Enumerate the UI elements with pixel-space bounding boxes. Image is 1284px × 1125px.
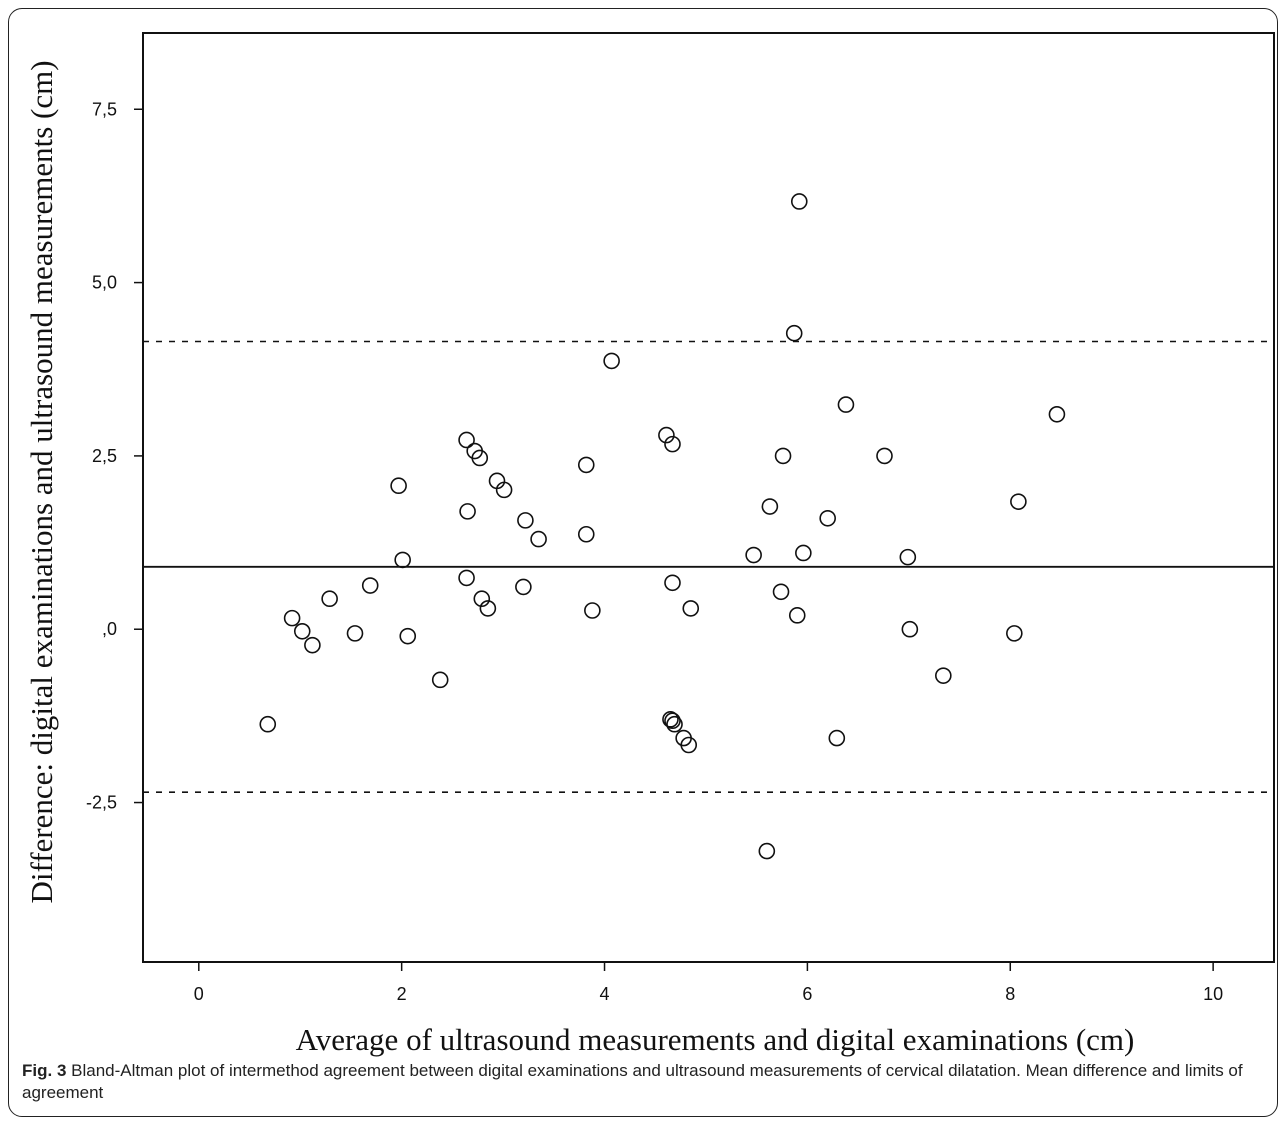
- data-point: [788, 607, 806, 624]
- data-point: [530, 530, 547, 548]
- data-point: [664, 435, 681, 453]
- data-point: [828, 729, 846, 747]
- y-axis: 7,5 5,0 2,5 ,0 -2,5: [86, 99, 143, 813]
- y-axis-title: Difference: digital examinations and ult…: [24, 60, 59, 903]
- data-point: [682, 600, 700, 617]
- data-point: [774, 447, 792, 465]
- data-point: [876, 447, 893, 465]
- y-tick-label: ,0: [102, 619, 117, 639]
- data-point: [293, 623, 311, 640]
- data-point: [479, 600, 497, 617]
- data-point: [772, 583, 790, 601]
- data-point: [901, 620, 919, 638]
- data-point: [577, 456, 595, 474]
- data-point: [680, 736, 698, 754]
- data-point: [662, 711, 679, 728]
- data-point: [321, 590, 338, 608]
- x-tick-label: 8: [1005, 984, 1015, 1004]
- y-tick-label: -2,5: [86, 793, 117, 813]
- x-tick-label: 0: [194, 984, 204, 1004]
- data-point: [473, 590, 491, 608]
- data-point: [458, 569, 475, 587]
- x-tick-label: 6: [802, 984, 812, 1004]
- x-tick-label: 4: [600, 984, 610, 1004]
- data-point: [394, 551, 411, 569]
- data-point: [346, 625, 364, 642]
- data-point: [431, 671, 449, 689]
- y-tick-label: 2,5: [92, 446, 117, 466]
- data-point: [666, 715, 683, 733]
- data-point: [517, 512, 534, 529]
- data-point: [1010, 493, 1027, 510]
- data-point: [259, 715, 277, 733]
- data-point: [577, 525, 595, 543]
- data-point: [361, 577, 379, 594]
- data-point: [664, 712, 681, 730]
- figure-frame: [8, 8, 1278, 1117]
- y-tick-label: 7,5: [92, 99, 117, 119]
- data-point: [283, 609, 301, 627]
- figure-caption: Fig. 3 Bland-Altman plot of intermethod …: [22, 1060, 1262, 1104]
- x-axis-title: Average of ultrasound measurements and d…: [296, 1022, 1135, 1057]
- data-point: [458, 431, 475, 449]
- data-point: [390, 477, 407, 495]
- figure-label: Fig. 3: [22, 1061, 67, 1080]
- data-point: [758, 842, 776, 860]
- reference-lines: [143, 340, 1274, 793]
- caption-text: Bland-Altman plot of intermethod agreeme…: [22, 1061, 1243, 1102]
- data-point: [819, 509, 836, 527]
- data-points: [259, 193, 1066, 860]
- data-point: [459, 503, 476, 520]
- data-point: [1048, 406, 1066, 423]
- data-point: [837, 396, 855, 413]
- data-point: [515, 578, 532, 596]
- y-tick-label: 5,0: [92, 273, 117, 293]
- data-point: [664, 574, 681, 592]
- data-point: [658, 426, 675, 444]
- x-tick-label: 10: [1203, 984, 1223, 1004]
- data-point: [785, 324, 803, 342]
- plot-area-frame: [142, 32, 1275, 963]
- x-tick-label: 2: [397, 984, 407, 1004]
- data-point: [584, 602, 601, 619]
- data-point: [899, 548, 917, 566]
- data-point: [795, 544, 812, 562]
- data-point: [745, 546, 762, 564]
- data-point: [603, 352, 620, 370]
- data-point: [495, 481, 513, 499]
- data-point: [790, 193, 808, 210]
- data-point: [935, 667, 952, 684]
- data-point: [471, 449, 489, 467]
- data-point: [304, 636, 321, 654]
- data-point: [761, 498, 779, 515]
- data-point: [1006, 625, 1023, 642]
- data-point: [399, 627, 417, 645]
- x-axis: 0 2 4 6 8 10: [194, 962, 1223, 1004]
